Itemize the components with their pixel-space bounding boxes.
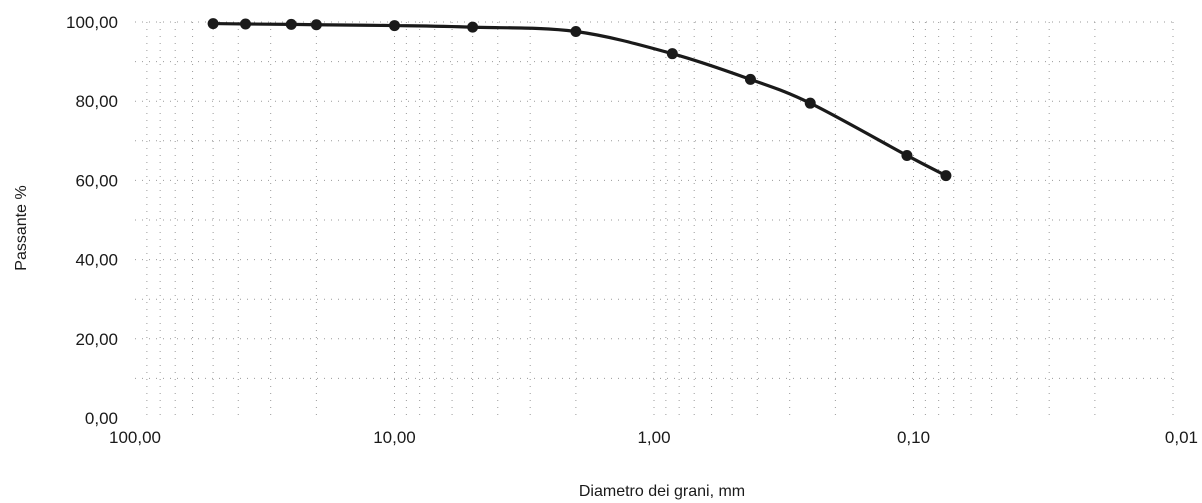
data-point [804,97,816,109]
data-point [940,170,952,182]
series-line [211,21,948,178]
x-tick-labels: 100,00 10,00 1,00 0,10 0,01 [109,428,1198,447]
data-point [389,20,400,32]
x-axis-title: Diametro dei grani, mm [579,483,745,500]
data-point [666,48,678,60]
y-tick-label: 40,00 [75,251,118,270]
data-point [285,18,297,30]
data-point [207,18,219,30]
y-tick-label: 60,00 [75,171,118,190]
grid [135,21,1174,418]
x-tick-label: 1,00 [637,428,670,447]
y-tick-label: 80,00 [75,92,118,111]
x-tick-label: 0,01 [1165,428,1198,447]
y-tick-label: 100,00 [66,13,118,32]
data-point [240,18,252,30]
data-point [570,26,582,38]
series [207,18,952,182]
data-point [310,19,322,31]
data-point [467,21,479,33]
y-tick-labels: 100,00 80,00 60,00 40,00 20,00 0,00 [66,13,118,428]
data-point [744,73,756,85]
x-tick-label: 0,10 [897,428,930,447]
data-point [901,149,913,161]
x-tick-label: 10,00 [373,428,416,447]
y-tick-label: 20,00 [75,330,118,349]
y-axis-title: Passante % [13,185,30,270]
y-tick-label: 0,00 [85,409,118,428]
x-tick-label: 100,00 [109,428,161,447]
